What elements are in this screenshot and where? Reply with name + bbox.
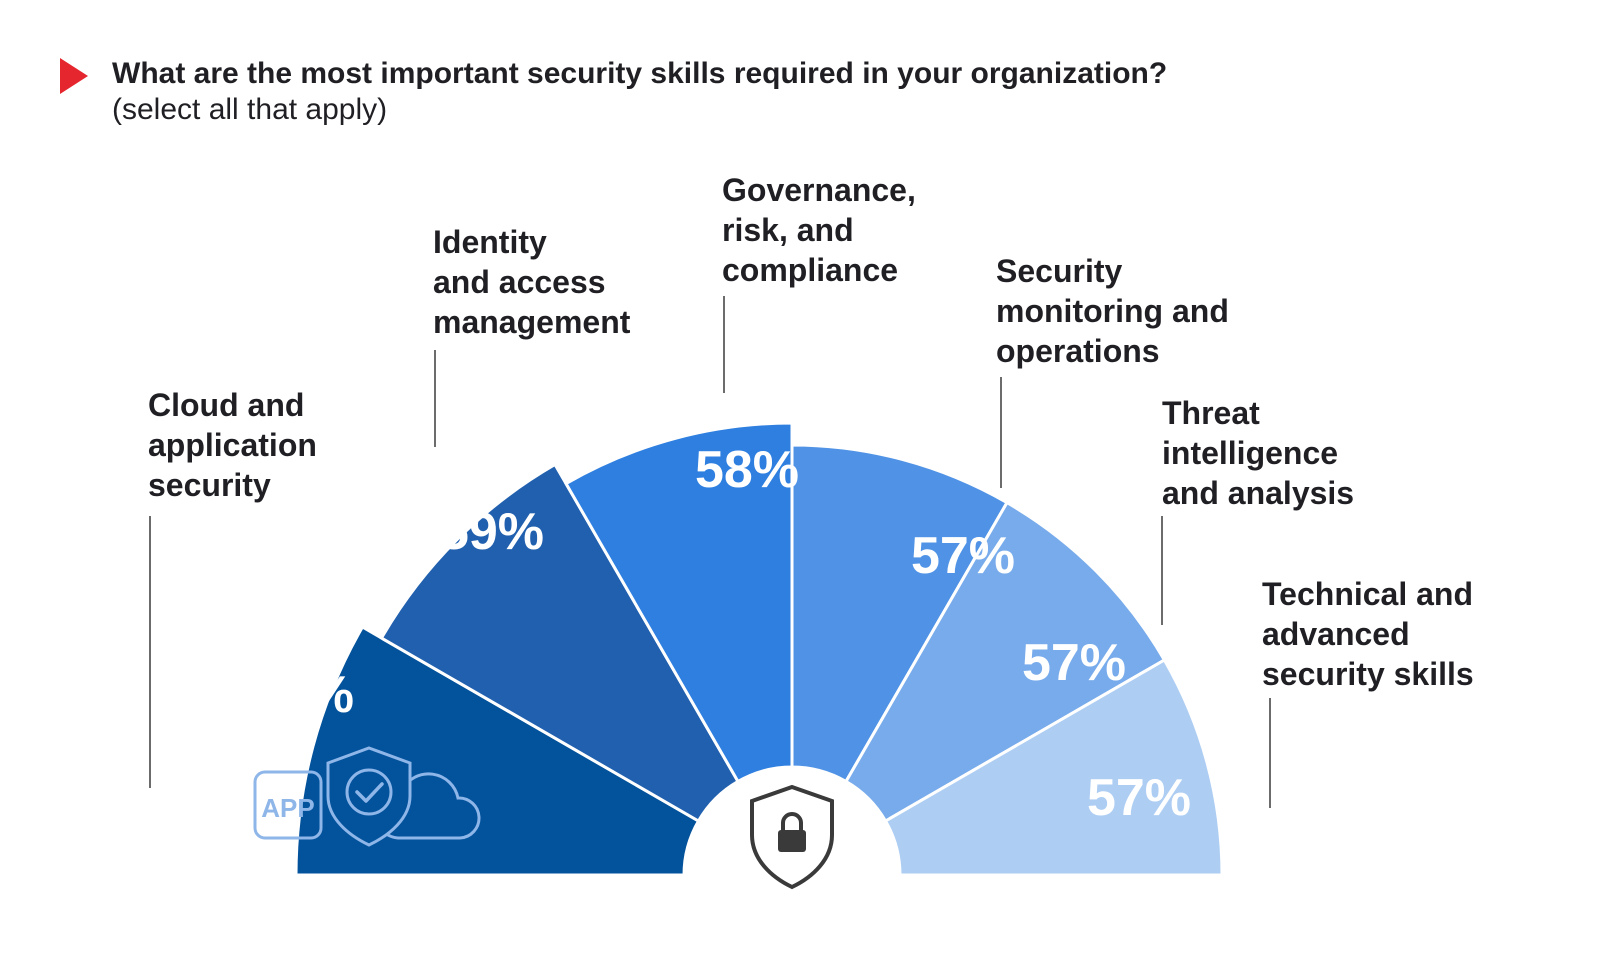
lock-shield-icon — [750, 784, 834, 890]
value-label-3: 58% — [695, 441, 799, 499]
category-labels: Cloud and application security Identity and … — [148, 172, 1474, 692]
value-labels: 60%59%58%57%57%57% — [250, 441, 1191, 827]
shield-check-icon — [326, 746, 412, 847]
category-label-4: Security monitoring and operations — [996, 253, 1229, 369]
value-label-1: 60% — [250, 666, 354, 724]
category-label-3: Governance, risk, and compliance — [722, 172, 916, 288]
app-icon-text: APP — [261, 793, 314, 823]
value-label-5: 57% — [1022, 634, 1126, 692]
leader-lines — [149, 296, 1271, 808]
category-label-2: Identity and access management — [433, 224, 631, 340]
chart-subtitle: (select all that apply) — [112, 93, 388, 126]
chart-slices — [294, 421, 1224, 967]
app-icon: APP — [253, 770, 323, 840]
value-label-4: 57% — [911, 527, 1015, 585]
category-label-1: Cloud and application security — [148, 387, 317, 503]
value-label-6: 57% — [1087, 769, 1191, 827]
category-label-6: Technical and advanced security skills — [1262, 576, 1474, 692]
chart-title: What are the most important security ski… — [112, 57, 1168, 90]
value-label-2: 59% — [440, 503, 544, 561]
category-label-5: Threat intelligence and analysis — [1162, 395, 1354, 511]
title-marker-icon — [60, 58, 88, 94]
